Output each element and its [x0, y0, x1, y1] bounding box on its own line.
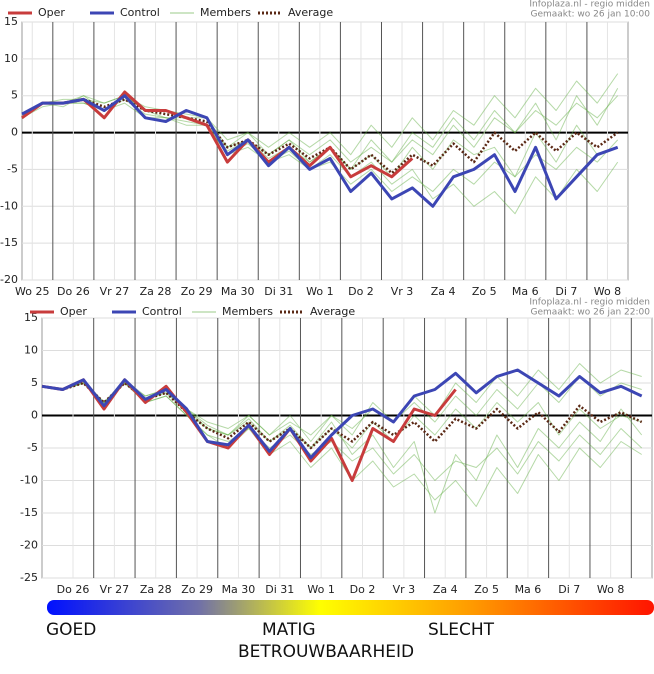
reliability-label: GOED: [46, 620, 96, 640]
y-tick-label: -5: [7, 162, 18, 175]
reliability-label: SLECHT: [428, 620, 495, 640]
reliability-bar: [47, 600, 654, 615]
reliability-label: MATIG: [262, 620, 316, 640]
x-tick-label: Do 2: [350, 583, 376, 596]
y-tick-label: -10: [0, 199, 18, 212]
x-tick-label: Za 4: [431, 285, 456, 298]
y-tick-label: 10: [4, 52, 18, 65]
y-tick-label: -20: [0, 273, 18, 286]
y-tick-label: -20: [20, 539, 38, 552]
x-tick-label: Ma 6: [512, 285, 539, 298]
series-line: [41, 368, 643, 460]
x-tick-label: Za 4: [433, 583, 458, 596]
x-tick-label: Di 31: [264, 285, 293, 298]
y-tick-label: 10: [24, 344, 38, 357]
x-tick-label: Za 28: [140, 285, 172, 298]
x-tick-label: Vr 3: [393, 583, 416, 596]
y-tick-label: 15: [24, 311, 38, 324]
series-line: [21, 94, 619, 208]
y-tick-label: -25: [20, 571, 38, 584]
x-tick-label: Di 31: [265, 583, 294, 596]
y-tick-label: -10: [20, 474, 38, 487]
x-tick-label: Do 26: [57, 285, 90, 298]
x-tick-label: Do 26: [57, 583, 90, 596]
y-tick-label: 5: [31, 376, 38, 389]
reliability-title: BETROUWBAARHEID: [238, 642, 414, 662]
member-line: [21, 98, 619, 215]
x-tick-label: Vr 27: [100, 583, 130, 596]
x-tick-label: Di 7: [555, 285, 577, 298]
member-line: [21, 102, 619, 192]
legend-label: Oper: [38, 6, 65, 19]
x-tick-label: Zo 5: [474, 583, 499, 596]
legend-label: Control: [120, 6, 160, 19]
y-tick-label: -5: [27, 441, 38, 454]
x-tick-label: Za 28: [140, 583, 172, 596]
legend-label: Members: [200, 6, 251, 19]
y-tick-label: 0: [11, 126, 18, 139]
x-tick-label: Ma 6: [515, 583, 542, 596]
x-tick-label: Di 7: [558, 583, 580, 596]
x-tick-label: Wo 25: [15, 285, 49, 298]
y-tick-label: -15: [20, 506, 38, 519]
x-tick-label: Vr 3: [391, 285, 414, 298]
legend-label: Oper: [60, 305, 87, 318]
x-tick-label: Zo 29: [181, 583, 213, 596]
legend-label: Control: [142, 305, 182, 318]
average-line: [21, 98, 619, 175]
x-tick-label: Ma 30: [221, 285, 255, 298]
x-tick-label: Do 2: [348, 285, 374, 298]
x-tick-label: Zo 29: [181, 285, 213, 298]
x-tick-label: Wo 1: [307, 583, 334, 596]
legend-label: Average: [310, 305, 355, 318]
y-tick-label: 15: [4, 15, 18, 28]
y-tick-label: -15: [0, 236, 18, 249]
made-label: Gemaakt: wo 26 jan 10:00: [530, 10, 650, 20]
x-tick-label: Zo 5: [472, 285, 497, 298]
source-label: Infoplaza.nl - regio midden: [529, 298, 650, 308]
y-tick-label: 0: [31, 409, 38, 422]
x-tick-label: Wo 8: [597, 583, 624, 596]
x-tick-label: Ma 30: [222, 583, 256, 596]
y-tick-label: 5: [11, 89, 18, 102]
x-tick-label: Wo 1: [306, 285, 333, 298]
legend-label: Average: [288, 6, 333, 19]
legend-label: Members: [222, 305, 273, 318]
made-label: Gemaakt: wo 26 jan 22:00: [530, 308, 650, 318]
source-label: Infoplaza.nl - regio midden: [529, 0, 650, 10]
x-tick-label: Wo 8: [594, 285, 621, 298]
x-tick-label: Vr 27: [100, 285, 130, 298]
